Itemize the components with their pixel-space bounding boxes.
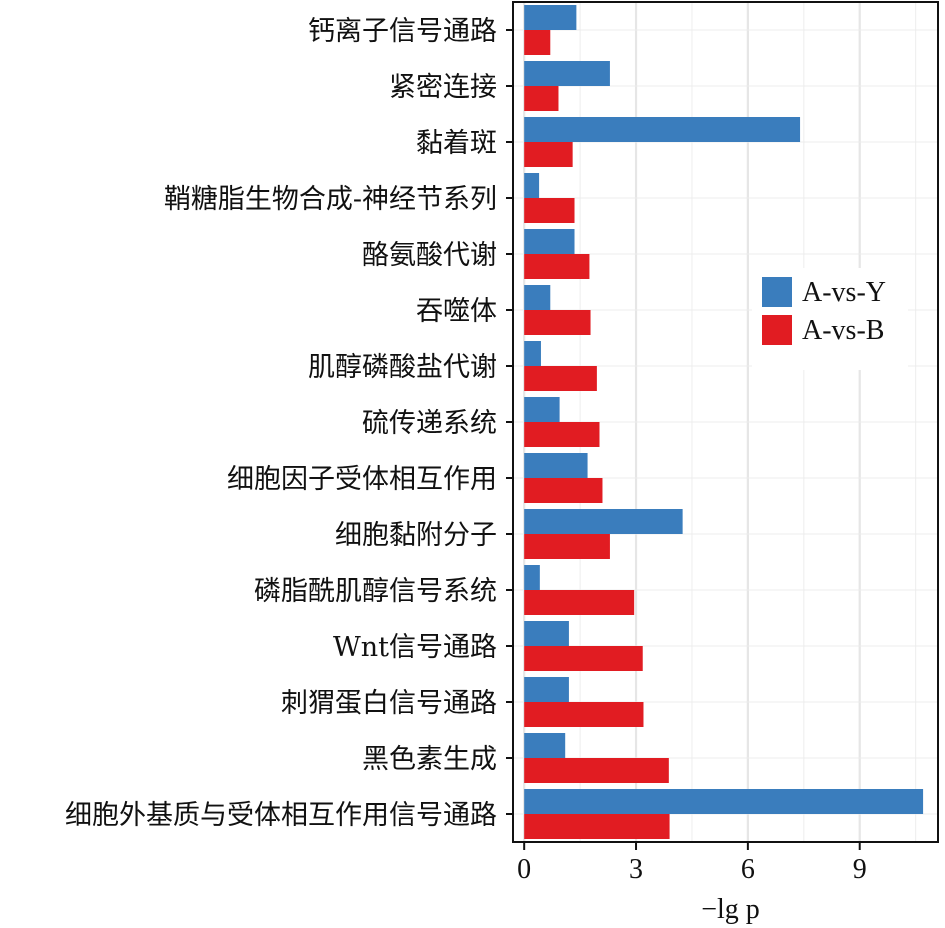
bar-A-vs-Y [524,229,575,254]
bar-A-vs-B [524,254,590,279]
category-label: 硫传递系统 [362,408,497,439]
bar-A-vs-Y [524,285,551,310]
bar-A-vs-Y [524,5,577,30]
x-axis-ticks: 0 3 6 9 [517,842,867,885]
legend-entry-label: A-vs-Y [802,277,886,308]
x-tick-label: 0 [517,854,531,885]
category-label: Wnt信号通路 [333,632,497,663]
category-label: 酪氨酸代谢 [362,240,497,271]
bar-A-vs-B [524,534,610,559]
category-label: 细胞黏附分子 [335,520,497,551]
x-tick-label: 6 [741,854,755,885]
bar-A-vs-B [524,478,603,503]
bar-A-vs-Y [524,397,560,422]
bar-A-vs-Y [524,621,569,646]
bar-A-vs-B [524,142,573,167]
category-label: 肌醇磷酸盐代谢 [308,352,497,383]
bar-A-vs-Y [524,61,610,86]
bar-A-vs-Y [524,677,569,702]
legend: A-vs-Y A-vs-B [752,268,908,370]
category-labels: 钙离子信号通路紧密连接黏着斑鞘糖脂生物合成-神经节系列酪氨酸代谢吞噬体肌醇磷酸盐… [65,16,513,831]
x-axis-title: −lg p [701,894,760,925]
category-label: 黏着斑 [416,128,497,159]
category-label: 细胞因子受体相互作用 [227,464,497,495]
bar-A-vs-B [524,702,644,727]
bar-A-vs-B [524,310,591,335]
bar-A-vs-Y [524,509,683,534]
plot-frame [512,1,939,843]
bar-A-vs-B [524,30,551,55]
legend-swatch [762,315,792,345]
bar-A-vs-B [524,86,559,111]
bar-A-vs-B [524,646,643,671]
bar-A-vs-B [524,198,575,223]
bar-A-vs-B [524,590,635,615]
category-label: 细胞外基质与受体相互作用信号通路 [65,800,497,831]
bar-A-vs-Y [524,565,540,590]
bar-A-vs-B [524,814,670,839]
x-tick-label: 9 [853,854,867,885]
category-label: 吞噬体 [416,296,497,327]
bar-A-vs-B [524,422,600,447]
category-label: 黑色素生成 [362,744,497,775]
category-label: 磷脂酰肌醇信号系统 [254,576,497,607]
category-label: 钙离子信号通路 [308,16,497,47]
bar-A-vs-B [524,758,669,783]
category-label: 紧密连接 [389,72,497,103]
bars [524,5,924,839]
bar-A-vs-Y [524,341,541,366]
bar-A-vs-B [524,366,597,391]
legend-swatch [762,277,792,307]
bar-A-vs-Y [524,173,540,198]
category-label: 刺猬蛋白信号通路 [281,688,497,719]
bar-A-vs-Y [524,453,588,478]
category-label: 鞘糖脂生物合成-神经节系列 [164,184,497,215]
x-tick-label: 3 [629,854,643,885]
bar-A-vs-Y [524,789,924,814]
legend-entry-label: A-vs-B [802,315,884,346]
bar-A-vs-Y [524,117,801,142]
bar-A-vs-Y [524,733,566,758]
